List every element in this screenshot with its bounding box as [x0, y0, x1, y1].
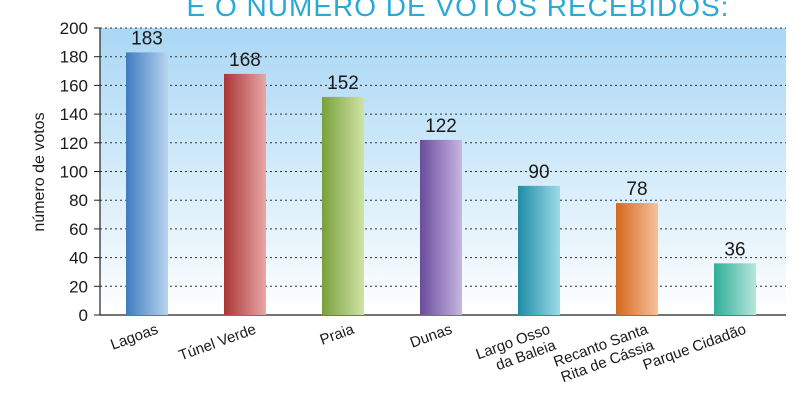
bar [322, 96, 364, 315]
x-category-label: Túnel Verde [177, 321, 259, 365]
bars [126, 52, 756, 316]
y-tick-label: 60 [69, 220, 88, 239]
bar [420, 139, 462, 315]
data-label: 183 [131, 28, 163, 49]
gridlines [100, 27, 786, 287]
bar [518, 185, 560, 315]
x-category-label: Praia [318, 321, 357, 349]
bar [616, 203, 658, 315]
y-tick-label: 0 [79, 306, 88, 325]
y-tick-label: 180 [60, 48, 88, 67]
y-tick-label: 40 [69, 249, 88, 268]
x-category-label: Lagoas [108, 321, 160, 354]
y-axis-title: número de votos [31, 112, 48, 231]
data-label: 36 [724, 239, 745, 260]
y-tick-label: 20 [69, 277, 88, 296]
data-label: 122 [425, 116, 457, 137]
x-category-label: Recanto SantaRita de Cássia [551, 321, 657, 387]
y-tick-label: 160 [60, 76, 88, 95]
data-label: 168 [229, 50, 261, 71]
data-label: 78 [626, 179, 647, 200]
axes: 0 20 40 60 80 100 120 140 160 180 200 [60, 19, 786, 325]
x-category-label: Dunas [408, 321, 455, 352]
y-tick-label: 80 [69, 191, 88, 210]
y-tick-label: 120 [60, 134, 88, 153]
chart-title: E O NÚMERO DE VOTOS RECEBIDOS: [187, 0, 730, 22]
x-category-label: Largo Ossoda Baleia [474, 321, 559, 380]
x-category-label: Parque Cidadão [641, 321, 749, 374]
y-tick-label: 140 [60, 105, 88, 124]
bar [224, 73, 266, 315]
y-tick-label: 100 [60, 163, 88, 182]
data-label: 90 [528, 162, 549, 183]
bar [714, 263, 756, 315]
bar [126, 52, 168, 316]
data-label: 152 [327, 73, 359, 94]
y-tick-label: 200 [60, 19, 88, 38]
